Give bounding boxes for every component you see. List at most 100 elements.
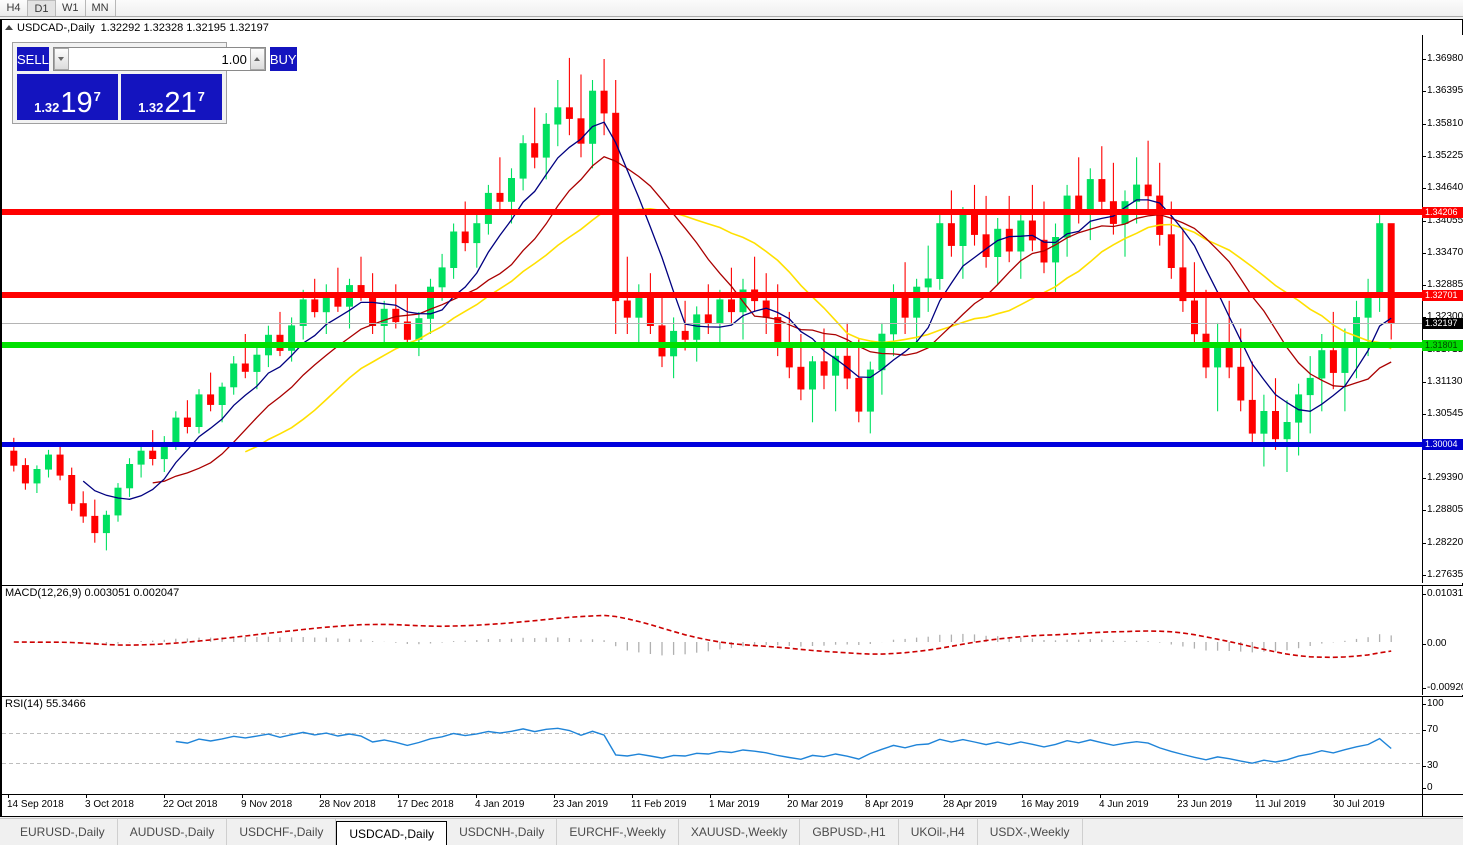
symbol-tab-label: USDX-,Weekly: [989, 825, 1070, 839]
time-axis-label: 23 Jun 2019: [1177, 799, 1233, 810]
symbol-tab-eurusddaily[interactable]: EURUSD-,Daily: [8, 819, 118, 845]
time-axis-tick: [1178, 795, 1180, 798]
time-axis-label: 8 Apr 2019: [865, 799, 914, 810]
chevron-up-icon: [254, 57, 261, 61]
level-line-support[interactable]: [2, 341, 1422, 348]
level-line-resistance-1[interactable]: [2, 209, 1422, 216]
rsi-plot-area[interactable]: RSI(14) 55.3466: [2, 696, 1422, 794]
price-scale-tick-label: 1.31130: [1427, 376, 1463, 388]
macd-scale-tick: 0.010311: [1423, 588, 1463, 600]
time-axis-label: 11 Jul 2019: [1255, 799, 1306, 810]
price-plot-area[interactable]: [2, 35, 1422, 583]
symbol-tab-label: USDCAD-,Daily: [349, 826, 435, 841]
symbol-tab-label: EURCHF-,Weekly: [569, 825, 666, 839]
symbol-tab-label: USDCNH-,Daily: [459, 825, 545, 839]
symbol-tab-eurchfweekly[interactable]: EURCHF-,Weekly: [557, 819, 679, 845]
candlestick-series: [10, 57, 1395, 551]
level-line-resistance-2[interactable]: [2, 292, 1422, 299]
volume-increment-button[interactable]: [249, 48, 265, 70]
symbol-tab-usdcnhdaily[interactable]: USDCNH-,Daily: [447, 819, 558, 845]
trade-panel-top-row: SELL BUY: [17, 47, 297, 71]
macd-scale-tick: -0.009203: [1423, 682, 1463, 694]
price-level-label-black[interactable]: 1.32197: [1422, 318, 1463, 330]
buy-button[interactable]: BUY: [269, 47, 297, 71]
collapse-triangle-icon[interactable]: [5, 25, 13, 30]
time-axis-tick: [8, 795, 9, 798]
symbol-tab-audusddaily[interactable]: AUDUSD-,Daily: [118, 819, 228, 845]
rsi-series: [2, 727, 1422, 764]
sell-button[interactable]: SELL: [17, 47, 49, 71]
price-scale-tick: 1.29390: [1423, 472, 1463, 484]
volume-stepper[interactable]: [52, 47, 266, 71]
timeframe-tab-h4[interactable]: H4: [0, 0, 28, 16]
price-scale-tick: 1.27635: [1423, 569, 1463, 581]
price-scale-tick-label: 1.32885: [1427, 279, 1463, 291]
symbol-tab-usdxweekly[interactable]: USDX-,Weekly: [978, 819, 1083, 845]
time-axis[interactable]: 14 Sep 2018 3 Oct 2018 22 Oct 2018 9 Nov 20…: [2, 794, 1422, 816]
rsi-scale-tick-label: 30: [1427, 760, 1439, 771]
time-axis-tick: [476, 795, 477, 798]
price-level-label-blue[interactable]: 1.30004: [1422, 439, 1463, 451]
time-axis-tick: [710, 795, 712, 798]
time-axis-tick: [398, 795, 399, 798]
symbol-tab-xauusdweekly[interactable]: XAUUSD-,Weekly: [679, 819, 801, 845]
symbol-tab-usdchfdaily[interactable]: USDCHF-,Daily: [227, 819, 337, 845]
volume-decrement-button[interactable]: [53, 48, 69, 70]
price-level-label-green[interactable]: 1.31801: [1422, 339, 1463, 351]
macd-scale-tick-label: 0.010311: [1427, 588, 1463, 599]
price-scale-tick: 1.32300: [1423, 311, 1463, 323]
macd-scale-tick-label: -0.009203: [1427, 682, 1463, 693]
macd-plot-area[interactable]: MACD(12,26,9) 0.003051 0.002047: [2, 585, 1422, 695]
time-axis-tick: [164, 795, 165, 798]
sell-price-box[interactable]: 1.32 19 7: [17, 74, 118, 120]
macd-label: MACD(12,26,9) 0.003051 0.002047: [5, 587, 180, 599]
one-click-trading-panel: SELL BUY 1.32 19 7 1.32 21 7: [12, 42, 297, 124]
macd-scale-tick: 0.00: [1423, 638, 1463, 650]
price-scale-tick-label: 1.29390: [1427, 472, 1463, 484]
time-axis-label: 4 Jan 2019: [475, 799, 525, 810]
chart-ohlc-values: 1.32292 1.32328 1.32195 1.32197: [100, 21, 269, 34]
price-level-label-red[interactable]: 1.34206: [1422, 207, 1463, 219]
sell-price-big: 19: [60, 87, 93, 119]
rsi-scale-tick: 70: [1423, 724, 1463, 736]
macd-scale[interactable]: 0.010311 0.00 -0.009203: [1422, 585, 1463, 695]
rsi-scale[interactable]: 100 70 30 0: [1422, 696, 1463, 794]
rsi-scale-tick: 0: [1423, 782, 1463, 794]
buy-price-box[interactable]: 1.32 21 7: [121, 74, 222, 120]
price-scale[interactable]: 1.36980 1.36395 1.35810 1.35225 1.34640 1.340…: [1422, 35, 1463, 583]
timeframe-tab-w1-label: W1: [62, 2, 79, 14]
trade-panel-price-row: 1.32 19 7 1.32 21 7: [17, 74, 222, 120]
price-scale-tick: 1.32885: [1423, 279, 1463, 291]
rsi-scale-tick-label: 100: [1427, 698, 1444, 709]
scale-corner: [1422, 794, 1463, 816]
time-axis-label: 30 Jul 2019: [1333, 799, 1385, 810]
buy-price-big: 21: [164, 87, 197, 119]
time-axis-label: 28 Apr 2019: [943, 799, 997, 810]
volume-input[interactable]: [68, 48, 250, 70]
price-scale-tick: 1.30545: [1423, 408, 1463, 420]
price-scale-tick-label: 1.27635: [1427, 569, 1463, 580]
time-axis-label: 16 May 2019: [1021, 799, 1079, 810]
time-axis-tick: [1334, 795, 1336, 798]
price-scale-tick: 1.28805: [1423, 504, 1463, 516]
macd-series: [13, 614, 1392, 659]
symbol-tab-label: AUDUSD-,Daily: [129, 825, 215, 839]
symbol-tab-strip: EURUSD-,Daily AUDUSD-,Daily USDCHF-,Daily U…: [0, 818, 1463, 845]
symbol-tab-ukoilh4[interactable]: UKOil-,H4: [899, 819, 978, 845]
symbol-tab-gbpusdh1[interactable]: GBPUSD-,H1: [800, 819, 899, 845]
time-axis-tick: [1256, 795, 1258, 798]
timeframe-tab-d1[interactable]: D1: [28, 0, 56, 16]
macd-scale-tick-label: 0.00: [1427, 638, 1447, 649]
rsi-scale-tick: 30: [1423, 760, 1463, 772]
time-axis-label: 9 Nov 2018: [241, 799, 293, 810]
price-scale-tick: 1.33470: [1423, 247, 1463, 259]
price-level-label-red[interactable]: 1.32701: [1422, 290, 1463, 302]
buy-price-prefix: 1.32: [138, 100, 164, 115]
level-line-current-price[interactable]: [2, 322, 1422, 324]
level-line-floor[interactable]: [2, 441, 1422, 447]
timeframe-tab-mn[interactable]: MN: [85, 0, 116, 16]
symbol-tab-usdcaddaily[interactable]: USDCAD-,Daily: [336, 821, 448, 845]
timeframe-tab-w1[interactable]: W1: [56, 0, 86, 16]
time-axis-tick: [320, 795, 321, 798]
